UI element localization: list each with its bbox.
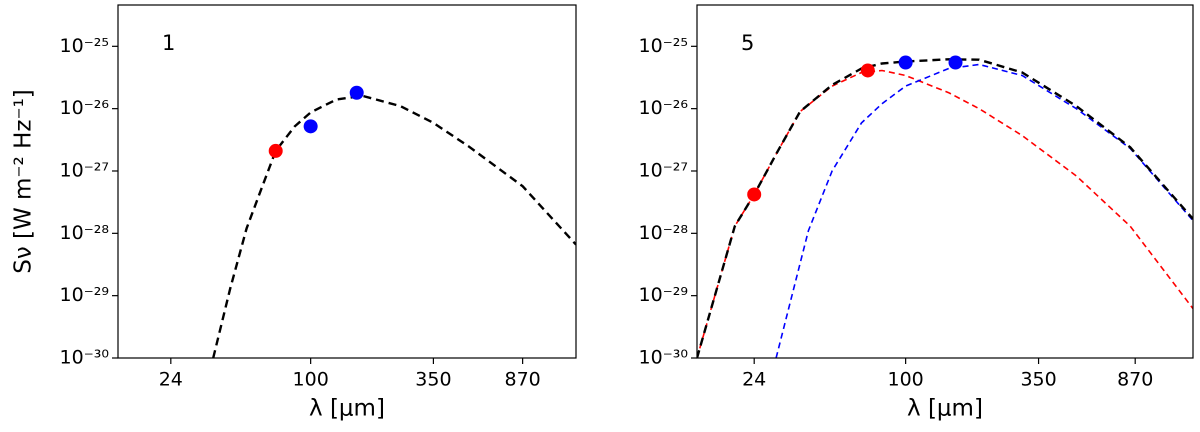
x-tick-label: 350 — [415, 369, 451, 391]
sed-curve — [697, 69, 1193, 358]
x-axis-label: λ [μm] — [907, 396, 983, 422]
panel-label: 5 — [741, 31, 754, 55]
data-point — [948, 55, 963, 70]
y-tick-label: 10⁻²⁵ — [60, 35, 109, 57]
x-tick-label: 100 — [293, 369, 329, 391]
y-tick-label: 10⁻²⁹ — [639, 284, 688, 306]
data-point — [898, 55, 913, 70]
y-tick-label: 10⁻²⁹ — [60, 284, 109, 306]
y-tick-label: 10⁻³⁰ — [60, 347, 109, 369]
data-point — [268, 143, 283, 158]
axes-frame — [696, 4, 1194, 359]
data-point — [747, 187, 762, 202]
y-tick-label: 10⁻²⁷ — [60, 159, 109, 181]
x-tick-label: 24 — [742, 369, 766, 391]
x-tick-label: 24 — [159, 369, 183, 391]
x-axis-label: λ [μm] — [309, 396, 385, 422]
panel: 10⁻³⁰ 10⁻²⁹ 10⁻²⁸ 10⁻²⁷ 10⁻²⁶ 10⁻²⁵ 24 100 350 87… — [11, 4, 577, 422]
y-tick-label: 10⁻³⁰ — [639, 347, 688, 369]
y-tick-label: 10⁻²⁵ — [639, 35, 688, 57]
sed-curve — [212, 94, 576, 358]
sed-curve — [697, 58, 1193, 358]
panel-label: 1 — [162, 31, 175, 55]
x-tick-label: 870 — [1117, 369, 1153, 391]
data-point — [860, 63, 875, 78]
x-tick-label: 870 — [504, 369, 540, 391]
panel: 10⁻³⁰ 10⁻²⁹ 10⁻²⁸ 10⁻²⁷ 10⁻²⁶ 10⁻²⁵ 24 100 350 87… — [639, 4, 1194, 422]
y-tick-label: 10⁻²⁶ — [639, 97, 688, 119]
x-tick-label: 100 — [888, 369, 924, 391]
data-point — [303, 119, 318, 134]
y-tick-label: 10⁻²⁶ — [60, 97, 109, 119]
sed-curve — [775, 63, 1193, 358]
y-axis-label: Sν [W m⁻² Hz⁻¹] — [11, 89, 37, 274]
axes-frame — [117, 4, 577, 359]
y-tick-label: 10⁻²⁷ — [639, 159, 688, 181]
data-point — [349, 85, 364, 100]
y-tick-label: 10⁻²⁸ — [60, 222, 109, 244]
x-tick-label: 350 — [1020, 369, 1056, 391]
y-tick-label: 10⁻²⁸ — [639, 222, 688, 244]
